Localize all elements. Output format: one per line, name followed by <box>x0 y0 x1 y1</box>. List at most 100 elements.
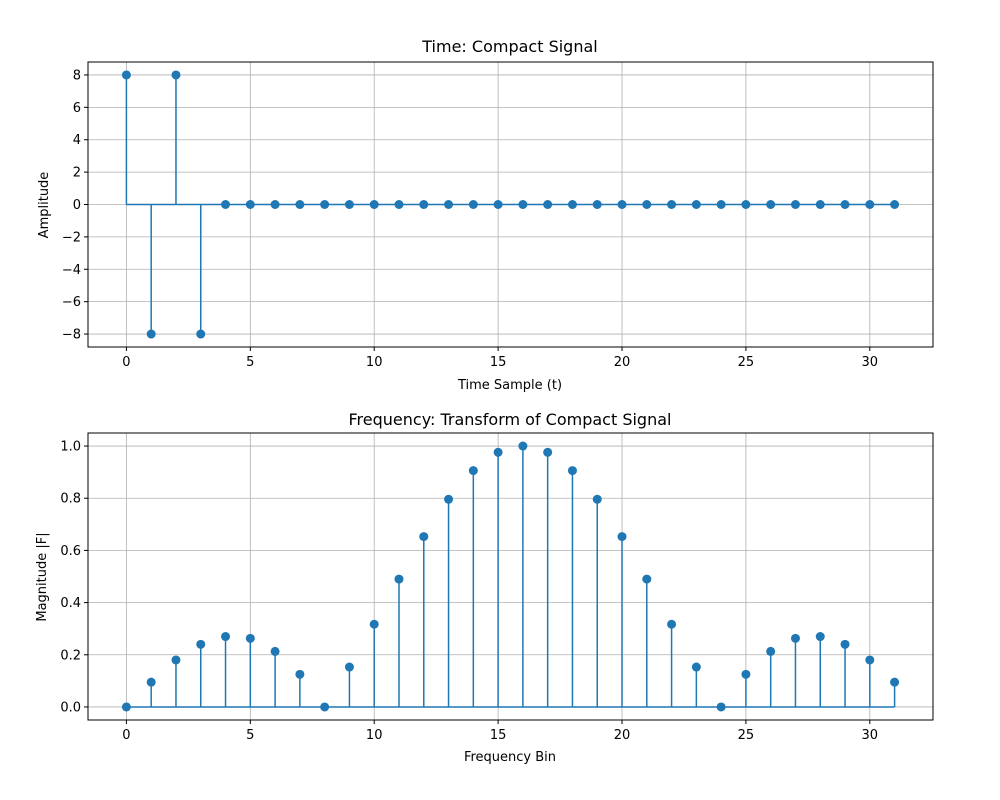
frequency-stem-marker <box>716 702 726 712</box>
time-stem-marker <box>270 200 280 209</box>
frequency-stem-marker <box>691 662 701 672</box>
time-plot-title: Time: Compact Signal <box>421 37 597 56</box>
frequency-plot-ylabel: Magnitude |F| <box>35 532 50 621</box>
time-stem-marker <box>790 200 800 209</box>
time-stem-marker <box>444 200 454 209</box>
frequency-stem-marker <box>468 466 478 476</box>
time-plot: Time: Compact Signal 0 5 10 15 20 25 30−8−6−4−… <box>37 37 934 393</box>
frequency-stem-marker <box>270 646 280 656</box>
time-stem-marker <box>890 200 900 209</box>
time-stem-marker <box>567 200 577 209</box>
time-stem-marker <box>840 200 850 209</box>
frequency-stem-marker <box>567 466 577 476</box>
frequency-stem-marker <box>369 619 379 629</box>
time-stem-marker <box>196 329 206 339</box>
frequency-stem-marker <box>320 702 330 712</box>
time-xtick-label: 20 <box>614 355 631 370</box>
frequency-stem-marker <box>171 655 181 665</box>
frequency-xtick-label: 25 <box>738 728 755 743</box>
time-stem-marker <box>592 200 602 209</box>
frequency-stem-marker <box>890 677 900 687</box>
time-stem-marker <box>221 200 231 209</box>
time-ytick-label: 6 <box>73 101 81 116</box>
frequency-xtick-label: 0 <box>122 728 130 743</box>
time-stem-marker <box>642 200 652 209</box>
frequency-stem-marker <box>221 632 231 642</box>
frequency-stem-marker <box>667 619 677 629</box>
frequency-plot-xlabel: Frequency Bin <box>464 750 556 765</box>
time-ytick-label: −2 <box>62 230 81 245</box>
time-stem-marker <box>394 200 404 209</box>
frequency-stem-marker <box>196 639 206 649</box>
frequency-stem-marker <box>642 574 652 584</box>
time-stem-marker <box>245 200 255 209</box>
frequency-stem-marker <box>543 447 553 457</box>
frequency-stem-marker <box>394 574 404 584</box>
time-stem-marker <box>865 200 875 209</box>
frequency-stem-marker <box>419 532 429 542</box>
time-xtick-label: 0 <box>122 355 130 370</box>
time-xtick-label: 30 <box>862 355 879 370</box>
time-stem-marker <box>320 200 330 209</box>
frequency-xtick-label: 30 <box>862 728 879 743</box>
time-plot-ylabel: Amplitude <box>37 172 52 239</box>
frequency-xtick-label: 15 <box>490 728 507 743</box>
frequency-stem-marker <box>766 646 776 656</box>
time-stem-marker <box>741 200 751 209</box>
frequency-stem-marker <box>245 633 255 643</box>
frequency-ytick-label: 0.4 <box>60 596 81 611</box>
frequency-stem-marker <box>840 639 850 649</box>
frequency-plot-frame <box>87 432 934 721</box>
time-ytick-label: −8 <box>62 328 81 343</box>
frequency-stem-marker <box>790 633 800 643</box>
time-stem-marker <box>766 200 776 209</box>
time-stem-marker <box>493 200 503 209</box>
time-stem-marker <box>716 200 726 209</box>
time-stem-marker <box>468 200 478 209</box>
time-xtick-label: 25 <box>738 355 755 370</box>
time-ytick-label: 8 <box>73 68 81 83</box>
frequency-xtick-label: 10 <box>366 728 383 743</box>
frequency-plot-title: Frequency: Transform of Compact Signal <box>349 410 672 429</box>
time-stem-marker <box>543 200 553 209</box>
time-stem-marker <box>344 200 354 209</box>
frequency-plot: Frequency: Transform of Compact Signal 0… <box>35 410 934 765</box>
frequency-stem-marker <box>617 532 627 542</box>
time-ytick-label: 0 <box>73 198 81 213</box>
frequency-ytick-label: 0.6 <box>60 544 81 559</box>
frequency-stem-marker <box>592 494 602 504</box>
frequency-stem-marker <box>518 441 528 451</box>
time-stem-marker <box>146 329 156 339</box>
time-stem-marker <box>419 200 429 209</box>
frequency-stem-marker <box>815 632 825 642</box>
time-ytick-label: 4 <box>73 133 81 148</box>
time-stem-marker <box>667 200 677 209</box>
time-plot-xlabel: Time Sample (t) <box>457 378 562 393</box>
frequency-xtick-label: 5 <box>246 728 254 743</box>
frequency-ytick-label: 1.0 <box>60 440 81 455</box>
frequency-stem-marker <box>121 702 131 712</box>
frequency-stem-marker <box>741 669 751 679</box>
time-ytick-label: −4 <box>62 263 81 278</box>
time-stem-marker <box>369 200 379 209</box>
frequency-stem-marker <box>444 494 454 504</box>
time-ytick-label: 2 <box>73 166 81 181</box>
frequency-ytick-label: 0.8 <box>60 492 81 507</box>
frequency-stem-marker <box>865 655 875 665</box>
time-xtick-label: 15 <box>490 355 507 370</box>
time-stem-marker <box>121 70 131 80</box>
frequency-stem-marker <box>146 677 156 687</box>
time-stem-marker <box>171 70 181 80</box>
frequency-stem-marker <box>493 447 503 457</box>
frequency-xtick-label: 20 <box>614 728 631 743</box>
time-ytick-label: −6 <box>62 295 81 310</box>
time-stem-marker <box>691 200 701 209</box>
frequency-stem-marker <box>344 662 354 672</box>
frequency-ytick-label: 0.2 <box>60 648 81 663</box>
time-stem-marker <box>815 200 825 209</box>
time-stem-marker <box>617 200 627 209</box>
time-stem-marker <box>295 200 305 209</box>
time-xtick-label: 5 <box>246 355 254 370</box>
time-xtick-label: 10 <box>366 355 383 370</box>
